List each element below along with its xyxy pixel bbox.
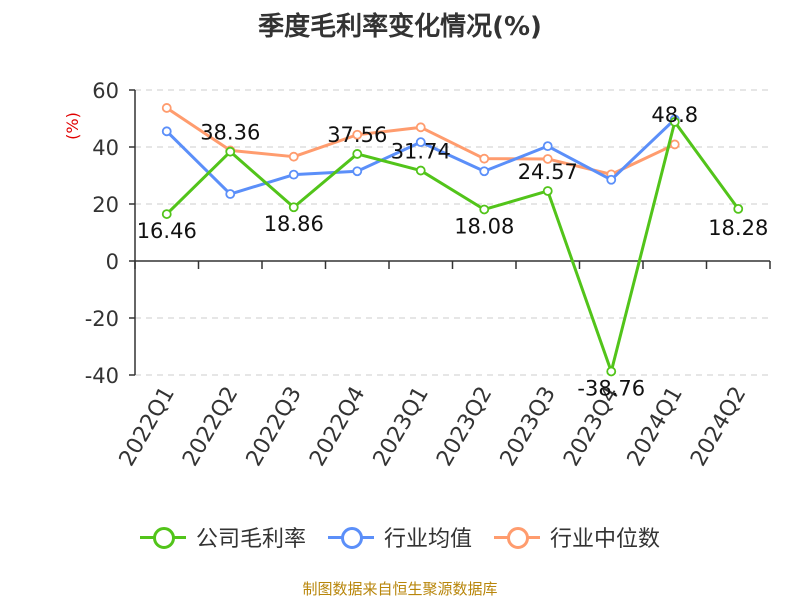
x-tick-label: 2023Q1 xyxy=(369,383,434,471)
data-point[interactable] xyxy=(288,202,299,213)
data-point[interactable] xyxy=(415,137,426,148)
data-label: 48.8 xyxy=(651,103,698,127)
data-point[interactable] xyxy=(542,141,553,152)
x-tick-label: 2023Q3 xyxy=(496,383,561,471)
data-point[interactable] xyxy=(479,153,490,164)
data-label: 38.36 xyxy=(200,121,260,145)
x-tick-label: 2022Q1 xyxy=(115,383,180,471)
legend-label: 行业均值 xyxy=(383,527,472,552)
data-label: -38.76 xyxy=(577,376,645,400)
x-tick-label: 2022Q3 xyxy=(242,383,307,471)
data-label: 37.56 xyxy=(327,123,387,147)
y-axis-label: (%) xyxy=(63,112,82,140)
legend: 公司毛利率 行业均值 行业中位数 xyxy=(0,521,800,553)
y-tick-label: 0 xyxy=(106,250,119,274)
data-point[interactable] xyxy=(288,169,299,180)
data-point[interactable] xyxy=(225,146,236,157)
data-label: 31.74 xyxy=(391,140,451,164)
y-tick-label: -40 xyxy=(85,364,119,388)
legend-label: 公司毛利率 xyxy=(195,527,306,552)
data-point[interactable] xyxy=(161,209,172,219)
legend-marker-icon xyxy=(494,525,540,549)
y-tick-label: 60 xyxy=(92,79,119,103)
legend-marker-icon xyxy=(327,525,374,549)
data-point[interactable] xyxy=(542,154,553,164)
data-label: 18.86 xyxy=(264,212,324,236)
data-point[interactable] xyxy=(352,129,363,140)
data-label: 24.57 xyxy=(518,160,578,184)
data-point[interactable] xyxy=(415,122,426,133)
data-label: 16.46 xyxy=(137,219,197,243)
legend-label: 行业中位数 xyxy=(550,527,661,552)
data-point[interactable] xyxy=(669,139,680,150)
data-point[interactable] xyxy=(161,103,172,113)
x-tick-label: 2024Q2 xyxy=(686,383,751,471)
x-tick-label: 2022Q2 xyxy=(178,383,243,471)
data-label: 18.28 xyxy=(708,216,768,240)
series-line-0 xyxy=(165,120,740,373)
data-point[interactable] xyxy=(479,204,490,215)
data-point[interactable] xyxy=(288,151,299,162)
chart-title: 季度毛利率变化情况(%) xyxy=(258,12,542,42)
data-point[interactable] xyxy=(352,166,363,177)
y-tick-label: 20 xyxy=(92,193,119,217)
legend-item-company[interactable]: 公司毛利率 xyxy=(139,521,306,553)
data-point[interactable] xyxy=(542,186,553,196)
data-point[interactable] xyxy=(733,204,744,214)
data-point[interactable] xyxy=(606,366,617,377)
x-tick-label: 2023Q2 xyxy=(432,383,497,471)
data-label: 18.08 xyxy=(454,214,514,238)
data-point[interactable] xyxy=(669,117,680,127)
y-tick-label: 40 xyxy=(92,136,119,160)
data-point[interactable] xyxy=(225,189,236,199)
data-point[interactable] xyxy=(415,165,426,176)
legend-item-industry-mean[interactable]: 行业均值 xyxy=(327,521,472,553)
x-tick-label: 2022Q4 xyxy=(305,383,370,471)
data-point[interactable] xyxy=(161,126,172,137)
legend-marker-icon xyxy=(139,525,186,549)
data-point[interactable] xyxy=(352,149,363,159)
data-point[interactable] xyxy=(479,166,490,177)
legend-item-industry-median[interactable]: 行业中位数 xyxy=(494,521,660,553)
y-tick-label: -20 xyxy=(85,307,119,331)
data-point[interactable] xyxy=(606,174,617,185)
source-note: 制图数据来自恒生聚源数据库 xyxy=(302,580,498,598)
